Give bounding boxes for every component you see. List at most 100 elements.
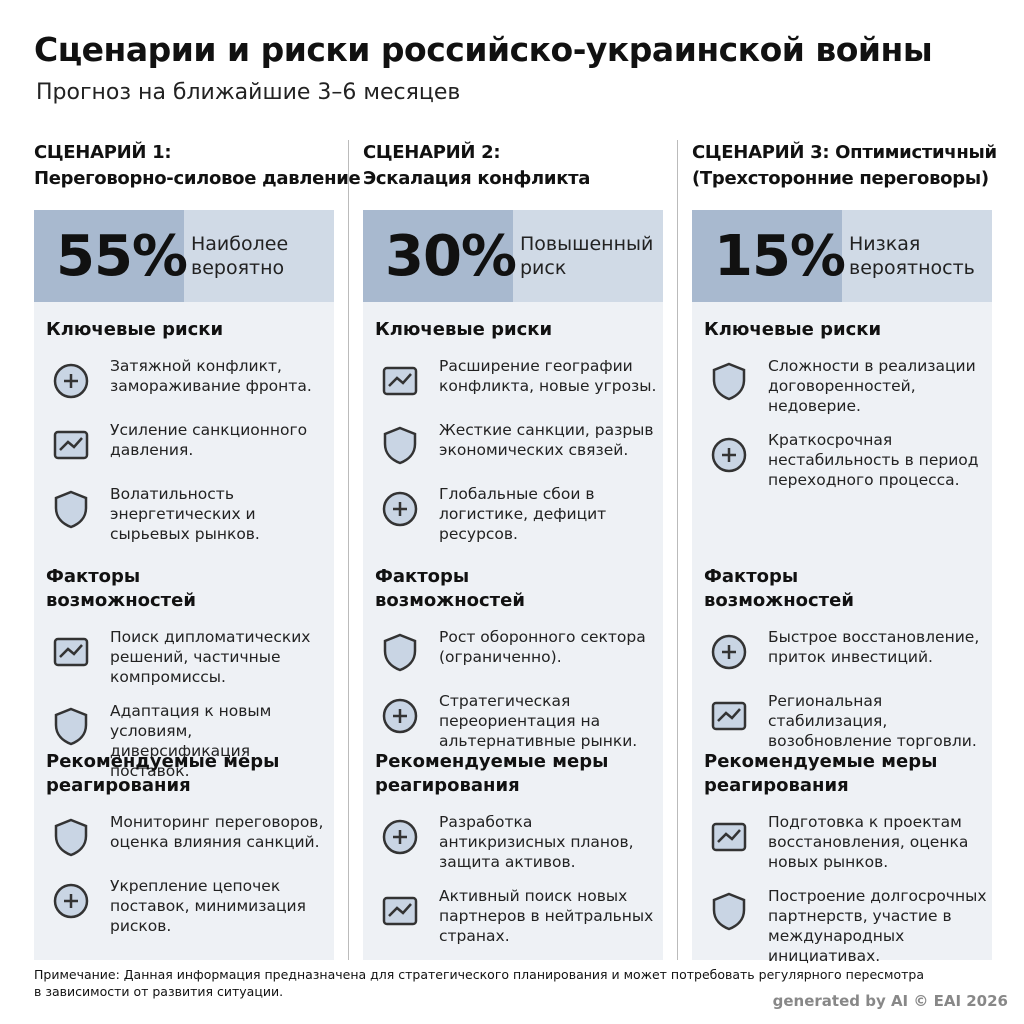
probability-band: 55% Наиболее вероятно: [34, 210, 334, 302]
item-icon: [382, 819, 418, 855]
list-item: Активный поиск новых партнеров в нейтрал…: [375, 886, 660, 946]
probability-highlight: [692, 210, 842, 302]
scenario-box: 30% Повышенный риск Ключевые риски Расширен…: [363, 210, 663, 960]
section-title: Рекомендуемые меры реагирования: [375, 751, 609, 796]
list-item: Краткосрочная нестабильность в период пе…: [704, 430, 989, 490]
item-text: Краткосрочная нестабильность в период пе…: [768, 431, 979, 489]
item-icon: [382, 698, 418, 734]
item-icon: [712, 362, 746, 401]
list-item: Поиск дипломатических решений, частичные…: [46, 627, 331, 687]
subtitle: Прогноз на ближайшие 3–6 месяцев: [36, 80, 461, 105]
item-icon: [711, 701, 747, 731]
list-item: Региональная стабилизация, возобновление…: [704, 691, 989, 751]
item-icon: [382, 491, 418, 527]
watermark: generated by AI © EAI 2026: [772, 992, 1008, 1010]
item-text: Региональная стабилизация, возобновление…: [768, 692, 977, 750]
section: Рекомендуемые меры реагирования Подготовк…: [704, 750, 989, 966]
item-text: Поиск дипломатических решений, частичные…: [110, 628, 311, 686]
item-icon: [53, 883, 89, 919]
item-text: Разработка антикризисных планов, защита …: [439, 813, 634, 871]
item-text: Активный поиск новых партнеров в нейтрал…: [439, 887, 654, 945]
item-text: Затяжной конфликт, замораживание фронта.: [110, 357, 312, 395]
item-text: Рост оборонного сектора (ограниченно).: [439, 628, 646, 666]
scenario-box: 55% Наиболее вероятно Ключевые риски Затяжн…: [34, 210, 334, 960]
scenario-label: СЦЕНАРИЙ 2:: [363, 142, 501, 163]
item-text: Стратегическая переориентация на альтерн…: [439, 692, 638, 750]
probability-label: Наиболее вероятно: [191, 233, 289, 279]
section-title: Ключевые риски: [704, 319, 882, 340]
list-item: Жесткие санкции, разрыв экономических св…: [375, 420, 660, 470]
item-icon: [53, 430, 89, 460]
item-icon: [53, 637, 89, 667]
item-text: Подготовка к проектам восстановления, оц…: [768, 813, 969, 871]
probability-label: Повышенный риск: [520, 233, 654, 279]
item-icon: [712, 892, 746, 931]
separator: [677, 140, 678, 960]
scenario-name: Переговорно-силовое давление: [34, 168, 361, 189]
list-item: Стратегическая переориентация на альтерн…: [375, 691, 660, 751]
section-title: Ключевые риски: [375, 319, 553, 340]
probability-percent: 15%: [714, 224, 846, 289]
list-item: Построение долгосрочных партнерств, учас…: [704, 886, 989, 966]
item-text: Укрепление цепочек поставок, минимизация…: [110, 877, 306, 935]
list-item: Затяжной конфликт, замораживание фронта.: [46, 356, 331, 406]
list-item: Сложности в реализации договоренностей, …: [704, 356, 989, 416]
section: Ключевые риски Сложности в реализации дог…: [704, 318, 989, 490]
separator: [348, 140, 349, 960]
section-title: Факторы возможностей: [704, 566, 854, 611]
scenario-column: СЦЕНАРИЙ 2: Эскалация конфликта 30% Повышен…: [363, 140, 663, 960]
list-item: Мониторинг переговоров, оценка влияния с…: [46, 812, 331, 862]
probability-label: Низкая вероятность: [849, 233, 975, 279]
item-icon: [711, 822, 747, 852]
list-item: Разработка антикризисных планов, защита …: [375, 812, 660, 872]
scenario-column: СЦЕНАРИЙ 1: Переговорно-силовое давление 5…: [34, 140, 361, 960]
list-item: Адаптация к новым условиям, диверсификац…: [46, 701, 331, 781]
section-title: Факторы возможностей: [46, 566, 196, 611]
list-item: Усиление санкционного давления.: [46, 420, 331, 470]
item-icon: [711, 437, 747, 473]
scenario-name: (Трехсторонние переговоры): [692, 168, 989, 189]
section: Ключевые риски Затяжной конфликт, замораж…: [46, 318, 331, 544]
section: Факторы возможностей Поиск дипломатически…: [46, 565, 331, 781]
item-icon: [54, 707, 88, 746]
item-text: Расширение географии конфликта, новые уг…: [439, 357, 657, 395]
item-text: Построение долгосрочных партнерств, учас…: [768, 887, 987, 965]
item-text: Глобальные сбои в логистике, дефицит рес…: [439, 485, 607, 543]
probability-percent: 30%: [385, 224, 517, 289]
item-icon: [54, 490, 88, 529]
item-icon: [711, 634, 747, 670]
section: Факторы возможностей Быстрое восстановлен…: [704, 565, 989, 751]
item-text: Сложности в реализации договоренностей, …: [768, 357, 976, 415]
section-title: Рекомендуемые меры реагирования: [704, 751, 938, 796]
item-icon: [53, 363, 89, 399]
item-text: Волатильность энергетических и сырьевых …: [110, 485, 260, 543]
item-text: Адаптация к новым условиям, диверсификац…: [110, 702, 272, 780]
item-icon: [382, 896, 418, 926]
probability-highlight: [363, 210, 513, 302]
title: Сценарии и риски российско-украинской во…: [34, 30, 933, 69]
list-item: Быстрое восстановление, приток инвестици…: [704, 627, 989, 677]
list-item: Рост оборонного сектора (ограниченно).: [375, 627, 660, 677]
section-title: Ключевые риски: [46, 319, 224, 340]
item-text: Быстрое восстановление, приток инвестици…: [768, 628, 980, 666]
scenario-label: СЦЕНАРИЙ 3: Оптимистичный: [692, 142, 997, 163]
section: Ключевые риски Расширение географии конфл…: [375, 318, 660, 544]
scenario-label: СЦЕНАРИЙ 1:: [34, 142, 172, 163]
list-item: Расширение географии конфликта, новые уг…: [375, 356, 660, 406]
scenario-name: Эскалация конфликта: [363, 168, 591, 189]
probability-band: 30% Повышенный риск: [363, 210, 663, 302]
list-item: Волатильность энергетических и сырьевых …: [46, 484, 331, 544]
section: Рекомендуемые меры реагирования Разработк…: [375, 750, 660, 946]
note: Примечание: Данная информация предназнач…: [34, 967, 924, 999]
item-icon: [383, 633, 417, 672]
item-icon: [382, 366, 418, 396]
section: Рекомендуемые меры реагирования Мониторин…: [46, 750, 331, 936]
list-item: Укрепление цепочек поставок, минимизация…: [46, 876, 331, 936]
probability-band: 15% Низкая вероятность: [692, 210, 992, 302]
section: Факторы возможностей Рост оборонного сект…: [375, 565, 660, 751]
item-text: Мониторинг переговоров, оценка влияния с…: [110, 813, 324, 851]
scenario-box: 15% Низкая вероятность Ключевые риски Сложн…: [692, 210, 992, 965]
probability-highlight: [34, 210, 184, 302]
